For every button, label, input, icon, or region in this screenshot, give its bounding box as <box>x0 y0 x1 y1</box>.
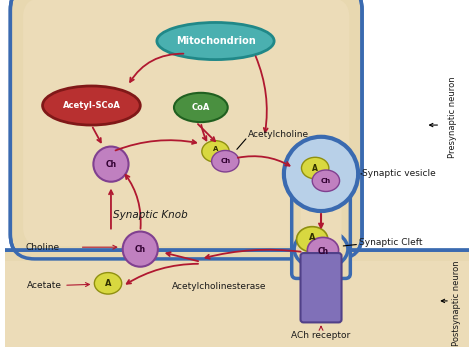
FancyBboxPatch shape <box>0 250 474 355</box>
FancyBboxPatch shape <box>292 156 350 278</box>
Text: CoA: CoA <box>191 103 210 112</box>
Text: Ch: Ch <box>321 178 331 184</box>
FancyBboxPatch shape <box>23 0 349 246</box>
Text: Ch: Ch <box>220 158 230 164</box>
FancyBboxPatch shape <box>301 253 342 322</box>
Text: Synaptic vesicle: Synaptic vesicle <box>362 169 436 179</box>
Ellipse shape <box>297 226 328 252</box>
Text: Presynaptic neuron: Presynaptic neuron <box>448 76 457 158</box>
Circle shape <box>93 147 128 182</box>
Circle shape <box>123 231 158 267</box>
FancyBboxPatch shape <box>0 261 474 355</box>
Text: Mitochondrion: Mitochondrion <box>176 36 255 46</box>
Text: Ch: Ch <box>318 247 328 256</box>
FancyBboxPatch shape <box>10 0 362 259</box>
Ellipse shape <box>211 151 239 172</box>
Circle shape <box>284 137 358 211</box>
Ellipse shape <box>202 141 229 162</box>
Ellipse shape <box>301 157 329 179</box>
Text: Postsynaptic neuron: Postsynaptic neuron <box>452 260 461 346</box>
Ellipse shape <box>94 273 122 294</box>
FancyBboxPatch shape <box>301 165 342 269</box>
Text: Ch: Ch <box>135 245 146 253</box>
Text: Acetylcholinesterase: Acetylcholinesterase <box>172 282 266 291</box>
Text: A: A <box>105 279 111 288</box>
Text: A: A <box>213 147 218 153</box>
Ellipse shape <box>157 22 274 60</box>
Text: Synaptic Cleft: Synaptic Cleft <box>359 238 423 247</box>
Text: ACh receptor: ACh receptor <box>292 331 351 340</box>
Ellipse shape <box>307 237 338 263</box>
Text: Synaptic Knob: Synaptic Knob <box>113 210 187 220</box>
Ellipse shape <box>312 170 339 191</box>
Text: A: A <box>312 164 318 173</box>
Text: Ch: Ch <box>105 160 117 169</box>
Ellipse shape <box>174 93 228 122</box>
Text: Acetate: Acetate <box>27 281 62 290</box>
Text: Acetyl-SCoA: Acetyl-SCoA <box>63 101 120 110</box>
Text: A: A <box>309 233 316 242</box>
Text: Choline: Choline <box>25 243 59 252</box>
Text: Acetylcholine: Acetylcholine <box>248 130 309 139</box>
Ellipse shape <box>43 86 140 125</box>
Ellipse shape <box>294 230 348 269</box>
